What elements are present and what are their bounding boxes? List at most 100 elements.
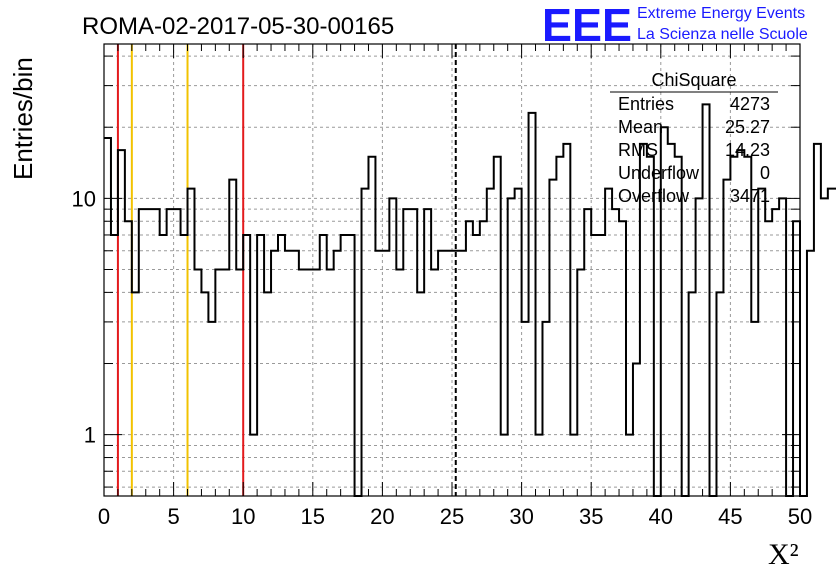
histogram-bin — [243, 235, 250, 496]
stats-row-label: RMS — [618, 140, 658, 160]
x-tick-label: 5 — [167, 504, 179, 529]
axes: 0 5 10 15 20 25 30 35 40 45 50 1 10 — [72, 44, 812, 529]
histogram-bin — [299, 269, 306, 496]
histogram-bin — [208, 322, 215, 496]
histogram-bin — [431, 269, 438, 496]
histogram-bin — [410, 209, 417, 496]
histogram-bin — [292, 251, 299, 496]
histogram-bin — [542, 322, 549, 496]
histogram-bin — [389, 198, 396, 496]
histogram-bin — [522, 322, 529, 496]
histogram-bin — [306, 269, 313, 496]
histogram-bin — [125, 221, 132, 496]
histogram-bin — [132, 292, 139, 496]
y-tick-label: 1 — [84, 423, 96, 448]
histogram-bin — [278, 235, 285, 496]
histogram-bin — [160, 235, 167, 496]
stats-row-label: Underflow — [618, 163, 700, 183]
histogram-bin — [584, 209, 591, 496]
x-tick-label: 30 — [509, 504, 533, 529]
histogram-bin — [348, 235, 355, 496]
logo-mark: EEE — [542, 0, 632, 51]
histogram-bin — [473, 235, 480, 496]
histogram-bin — [271, 251, 278, 496]
stats-row-value: 25.27 — [725, 117, 770, 137]
histogram-bin — [577, 269, 584, 496]
histogram-bin — [751, 322, 758, 496]
stats-row-value: 4273 — [730, 94, 770, 114]
histogram-bin — [723, 180, 730, 496]
x-tick-label: 35 — [579, 504, 603, 529]
histogram-bin — [633, 364, 640, 496]
histogram-bin — [327, 269, 334, 496]
histogram-bin — [828, 189, 835, 496]
histogram-bin — [563, 144, 570, 496]
histogram-bin — [174, 209, 181, 496]
y-tick-label: 10 — [72, 186, 96, 211]
histogram-bin — [215, 269, 222, 496]
histogram-bin — [793, 221, 800, 496]
x-tick-label: 20 — [370, 504, 394, 529]
stats-row-label: Entries — [618, 94, 674, 114]
histogram-bin — [716, 292, 723, 496]
histogram-bin — [445, 251, 452, 496]
histogram-bin — [167, 209, 174, 496]
histogram-bin — [529, 113, 536, 496]
histogram-bin — [403, 209, 410, 496]
histogram-bin — [417, 292, 424, 496]
histogram-bin — [459, 251, 466, 496]
y-axis-label: Entries/bin — [8, 57, 38, 180]
reference-lines — [116, 44, 457, 496]
histogram-bin — [153, 209, 160, 496]
histogram-bin — [181, 235, 188, 496]
histogram-bin — [480, 221, 487, 496]
histogram-bin — [139, 209, 146, 496]
logo-line-2: La Scienza nelle Scuole — [637, 26, 808, 43]
eee-logo: EEE Extreme Energy Events La Scienza nel… — [542, 0, 808, 51]
histogram-bin — [396, 269, 403, 496]
histogram-bin — [508, 198, 515, 496]
histogram-bin — [334, 251, 341, 496]
histogram-bin — [765, 221, 772, 496]
histogram-bin — [612, 209, 619, 496]
chart-title: ROMA-02-2017-05-30-00165 — [82, 13, 394, 40]
histogram-bin — [118, 150, 125, 496]
histogram-bin — [313, 269, 320, 496]
histogram-series — [104, 103, 836, 497]
stats-row-value: 14.23 — [725, 140, 770, 160]
histogram-bin — [264, 292, 271, 496]
histogram-line — [104, 103, 836, 497]
histogram-bin — [598, 235, 605, 496]
histogram-bin — [146, 209, 153, 496]
stats-row-label: Overflow — [618, 186, 690, 206]
x-tick-label: 15 — [301, 504, 325, 529]
histogram-bin — [466, 221, 473, 496]
histogram-bin — [111, 235, 118, 496]
histogram-bin — [375, 251, 382, 496]
histogram-bin — [285, 251, 292, 496]
x-tick-label: 50 — [788, 504, 812, 529]
stats-row-value: 0 — [760, 163, 770, 183]
histogram-bin — [236, 269, 243, 496]
histogram-bin — [814, 144, 821, 496]
histogram-bin — [689, 292, 696, 496]
logo-line-1: Extreme Energy Events — [637, 5, 805, 22]
histogram-bin — [194, 269, 201, 496]
histogram-bin — [104, 138, 111, 496]
histogram-bin — [821, 198, 828, 496]
histogram-bin — [424, 209, 431, 496]
histogram-bin — [229, 180, 236, 496]
x-tick-label: 45 — [718, 504, 742, 529]
x-tick-label: 25 — [440, 504, 464, 529]
stats-title: ChiSquare — [651, 70, 736, 90]
stats-box: ChiSquare Entries 4273 Mean 25.27 RMS 14.23 Un… — [610, 70, 778, 206]
x-tick-label: 40 — [649, 504, 673, 529]
histogram-bin — [619, 221, 626, 496]
x-tick-label: 0 — [98, 504, 110, 529]
histogram-bin — [382, 251, 389, 496]
histogram-bin — [591, 235, 598, 496]
histogram-bin — [549, 180, 556, 496]
histogram-bin — [779, 198, 786, 496]
stats-rows: Entries 4273 Mean 25.27 RMS 14.23 Underflow 0 Ov… — [618, 94, 770, 206]
